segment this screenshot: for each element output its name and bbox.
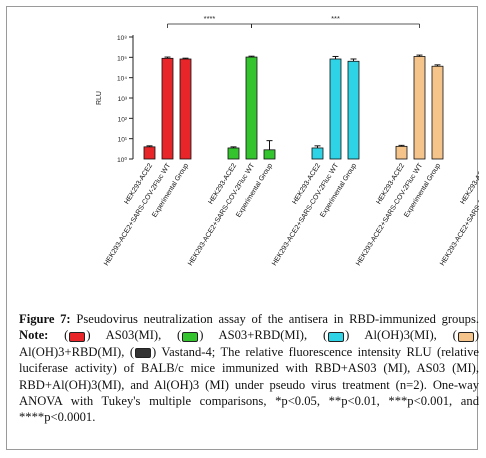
caption-legend-item: () Al(OH)3(MI), [322, 328, 437, 343]
caption-legend-item: () Al(OH)3+RBD(MI), [19, 328, 480, 359]
y-tick-label: 10¹ [118, 137, 128, 144]
caption-body: The relative fluorescence intensity RLU … [19, 344, 479, 425]
x-tick-label: HEK293-ACE2+SARS-COV-2Fluc WT [439, 162, 479, 267]
y-tick-label: 10⁸ [117, 35, 127, 42]
caption-legend-item: () AS03(MI), [64, 328, 162, 343]
y-tick-label: 10³ [118, 96, 128, 103]
caption-intro: Pseudovirus neutralization assay of the … [70, 312, 479, 326]
bar [263, 149, 276, 160]
legend-text: AS03+RBD(MI), [218, 328, 308, 343]
legend-swatch [457, 331, 474, 342]
legend-swatch [182, 331, 199, 342]
bar [329, 58, 342, 160]
x-tick-label: HEK293-ACE2 [460, 162, 479, 205]
legend-text: AS03(MI), [105, 328, 162, 343]
x-tick-label: Experimental Group [151, 162, 190, 219]
bar [431, 65, 444, 160]
legend-text: Vastand-4; [161, 344, 216, 359]
bar [311, 147, 324, 160]
caption-legend-item: () AS03+RBD(MI), [177, 328, 308, 343]
y-tick-label: 10⁰ [117, 156, 127, 164]
legend-swatch [69, 331, 86, 342]
x-tick-label: Experimental Group [235, 162, 274, 219]
legend-swatch [328, 331, 345, 342]
y-tick-label: 10² [118, 116, 128, 123]
caption-legend-item: () Vastand-4; [129, 344, 216, 359]
x-tick-label: Experimental Group [403, 162, 442, 219]
legend-text: Al(OH)3+RBD(MI), [19, 344, 125, 359]
bar [227, 147, 240, 160]
caption-note-label: Note: [19, 328, 49, 343]
bar [161, 57, 174, 160]
y-tick-label: 10⁵ [117, 55, 127, 62]
figure-frame: 10⁸ 10⁵ 10⁴ 10³ 10² 10¹ 10⁰ RLU HEK293-ACE2 HEK29… [6, 6, 479, 450]
bar [413, 56, 426, 160]
bar [245, 56, 258, 160]
bar [143, 146, 156, 160]
significance-label: **** [204, 14, 216, 23]
caption-legend: () AS03(MI), () AS03+RBD(MI), () Al(OH)3… [19, 328, 479, 358]
legend-text: Al(OH)3(MI), [364, 328, 437, 343]
bar [347, 60, 360, 160]
y-axis-label: RLU [96, 91, 103, 105]
figure-caption: Figure 7: Pseudovirus neutralization ass… [19, 311, 479, 426]
y-tick-label: 10⁴ [117, 76, 127, 83]
legend-swatch [135, 347, 152, 358]
bar [395, 145, 408, 160]
x-tick-label: Experimental Group [319, 162, 358, 219]
bar [179, 58, 192, 160]
significance-label: *** [331, 14, 340, 23]
caption-label: Figure 7: [19, 312, 71, 326]
bar-chart: 10⁸ 10⁵ 10⁴ 10³ 10² 10¹ 10⁰ RLU HEK293-ACE2HEK29… [96, 14, 479, 267]
